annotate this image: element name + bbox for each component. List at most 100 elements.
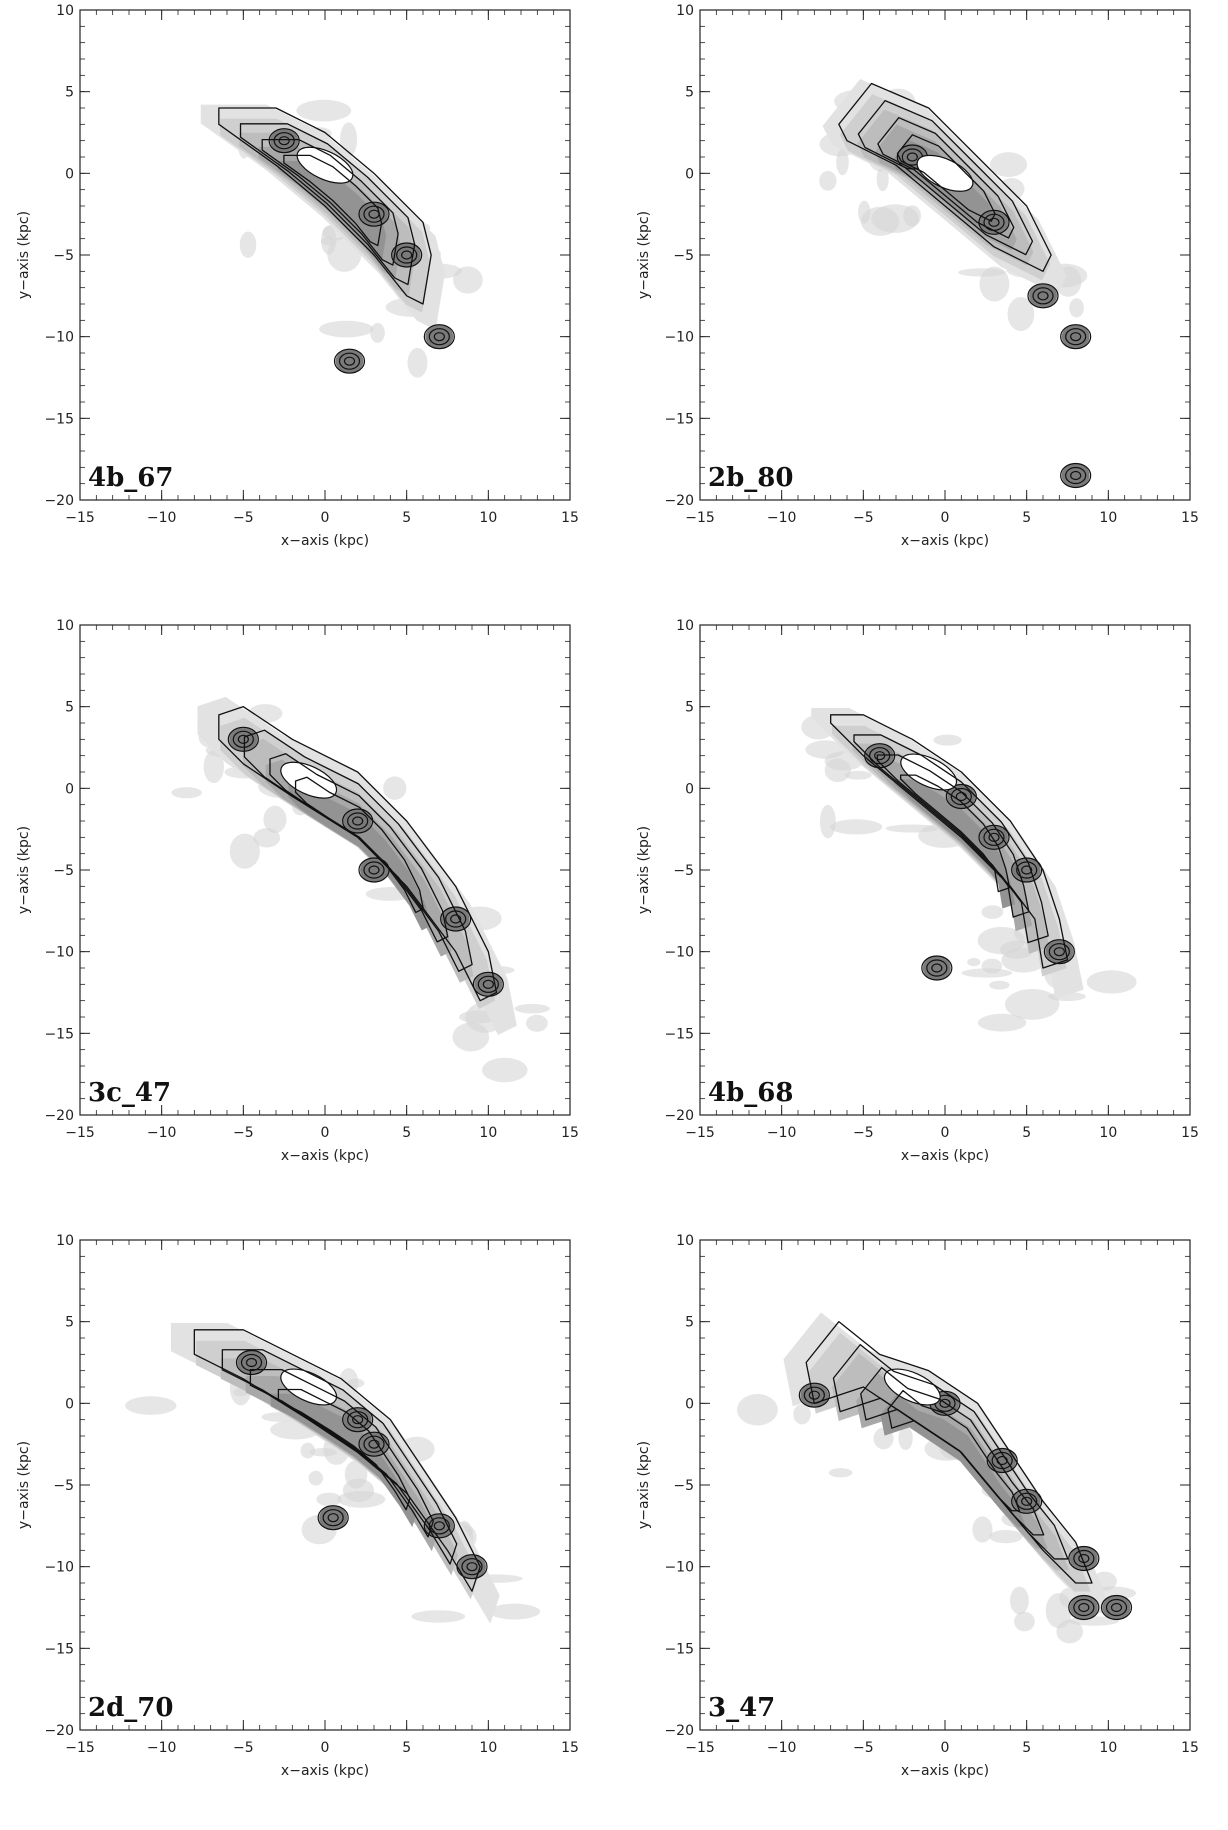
panel-label: 4b_68 bbox=[708, 1078, 793, 1108]
x-tick-label: 5 bbox=[1022, 1740, 1031, 1756]
knot-contour bbox=[368, 1439, 380, 1449]
grey-emission bbox=[958, 268, 1006, 277]
grey-emission bbox=[989, 152, 1028, 177]
knot-contour bbox=[808, 1390, 820, 1400]
panel-2b_80: −15 −10 −5 0 5 10 15 10 5 0 −5 −10 −15 −20 x−axis (kpc… bbox=[620, 0, 1220, 600]
panel-label: 2d_70 bbox=[88, 1693, 173, 1723]
panel-4b_68: −15 −10 −5 0 5 10 15 10 5 0 −5 −10 −15 −20 x−axis (kpc… bbox=[620, 615, 1220, 1215]
plot-frame bbox=[79, 1239, 571, 1731]
grey-emission bbox=[296, 99, 352, 122]
x-tick-label: 10 bbox=[1099, 510, 1117, 526]
x-tick-label: 10 bbox=[479, 1125, 497, 1141]
y-axis-label: y−axis (kpc) bbox=[16, 826, 32, 914]
x-axis-label: x−axis (kpc) bbox=[281, 533, 369, 549]
knot-contour bbox=[245, 1357, 258, 1368]
outer-contour bbox=[283, 154, 383, 247]
y-tick-label: −20 bbox=[44, 1108, 74, 1124]
grey-emission bbox=[229, 833, 260, 869]
x-tick-label: 0 bbox=[941, 1125, 950, 1141]
outer-contour bbox=[249, 1368, 434, 1538]
x-tick-label: 5 bbox=[402, 1125, 411, 1141]
x-tick-label: −10 bbox=[767, 510, 797, 526]
knot-contour bbox=[347, 812, 369, 830]
knot-contour bbox=[368, 865, 380, 875]
outer-contour bbox=[877, 117, 1015, 239]
knot-contour bbox=[988, 832, 1000, 842]
grey-emission bbox=[977, 1013, 1027, 1032]
grey-emission bbox=[1007, 297, 1035, 332]
x-tick-label: −5 bbox=[233, 510, 254, 526]
knot-contour bbox=[1073, 1549, 1095, 1568]
y-tick-label: −10 bbox=[664, 945, 694, 961]
knot-contour bbox=[466, 1562, 478, 1572]
outer-contour bbox=[269, 753, 449, 943]
grey-emission bbox=[407, 347, 428, 378]
grey-emission bbox=[967, 958, 981, 967]
knot-contour bbox=[1070, 332, 1082, 342]
knot-contour bbox=[1065, 328, 1087, 346]
y-tick-label: 10 bbox=[56, 3, 74, 19]
knot-contour bbox=[278, 136, 290, 146]
knot-contour bbox=[1043, 939, 1075, 965]
y-tick-label: −10 bbox=[664, 330, 694, 346]
knot-contour bbox=[322, 1509, 344, 1527]
grey-emission bbox=[453, 266, 483, 294]
x-tick-label: −15 bbox=[685, 1740, 715, 1756]
plot-area bbox=[200, 99, 483, 378]
density-fill bbox=[288, 780, 431, 931]
knot-contour bbox=[921, 955, 953, 981]
grey-emission bbox=[263, 805, 287, 834]
y-tick-label: 0 bbox=[65, 166, 74, 182]
knot-contour bbox=[363, 1435, 385, 1453]
knot-contour bbox=[352, 816, 364, 826]
x-tick-label: 15 bbox=[1181, 1740, 1199, 1756]
grey-emission bbox=[828, 1468, 853, 1478]
core-contour bbox=[280, 761, 338, 799]
knot-contour bbox=[352, 1415, 364, 1425]
grey-emission bbox=[819, 170, 837, 191]
y-tick-label: 5 bbox=[685, 85, 694, 101]
y-tick-label: −10 bbox=[44, 945, 74, 961]
grey-emission bbox=[830, 819, 883, 835]
x-tick-label: −10 bbox=[147, 1740, 177, 1756]
grey-emission bbox=[125, 1396, 177, 1415]
grey-emission bbox=[1005, 988, 1060, 1020]
grey-emission bbox=[383, 776, 407, 800]
knot-contour bbox=[1068, 1594, 1100, 1621]
knot-contour bbox=[358, 201, 390, 227]
plot-area bbox=[125, 1323, 541, 1624]
x-axis-label: x−axis (kpc) bbox=[281, 1763, 369, 1779]
knot-contour bbox=[1016, 1492, 1038, 1510]
x-tick-label: −15 bbox=[65, 1740, 95, 1756]
panel-label: 3c_47 bbox=[88, 1078, 171, 1108]
grey-emission bbox=[793, 1403, 811, 1425]
grey-emission bbox=[370, 322, 385, 343]
density-fill bbox=[270, 1393, 417, 1528]
x-tick-label: −10 bbox=[147, 1125, 177, 1141]
grey-emission bbox=[308, 1470, 324, 1486]
x-tick-label: 10 bbox=[1099, 1740, 1117, 1756]
y-tick-label: −20 bbox=[664, 493, 694, 509]
knot-contour bbox=[327, 1513, 339, 1523]
knot-contour bbox=[428, 328, 450, 346]
x-tick-label: 5 bbox=[402, 1740, 411, 1756]
knot-contour bbox=[235, 1349, 268, 1376]
x-tick-label: 0 bbox=[321, 1125, 330, 1141]
panel-3_47: −15 −10 −5 0 5 10 15 10 5 0 −5 −10 −15 −20 x−axis (kpc… bbox=[620, 1230, 1220, 1830]
knot-contour bbox=[240, 1353, 263, 1372]
plot-frame bbox=[699, 9, 1191, 501]
y-tick-label: 10 bbox=[676, 618, 694, 634]
knot-contour bbox=[391, 242, 423, 268]
y-tick-label: −10 bbox=[664, 1560, 694, 1576]
grey-emission bbox=[961, 968, 1013, 978]
x-tick-label: −10 bbox=[147, 510, 177, 526]
knot-contour bbox=[939, 1398, 951, 1408]
panel-label: 4b_67 bbox=[88, 463, 173, 493]
grey-emission bbox=[898, 1426, 913, 1451]
plot-frame bbox=[79, 624, 571, 1116]
knot-contour bbox=[440, 906, 472, 932]
knot-contour bbox=[1037, 291, 1049, 301]
grey-emission bbox=[514, 1003, 550, 1014]
